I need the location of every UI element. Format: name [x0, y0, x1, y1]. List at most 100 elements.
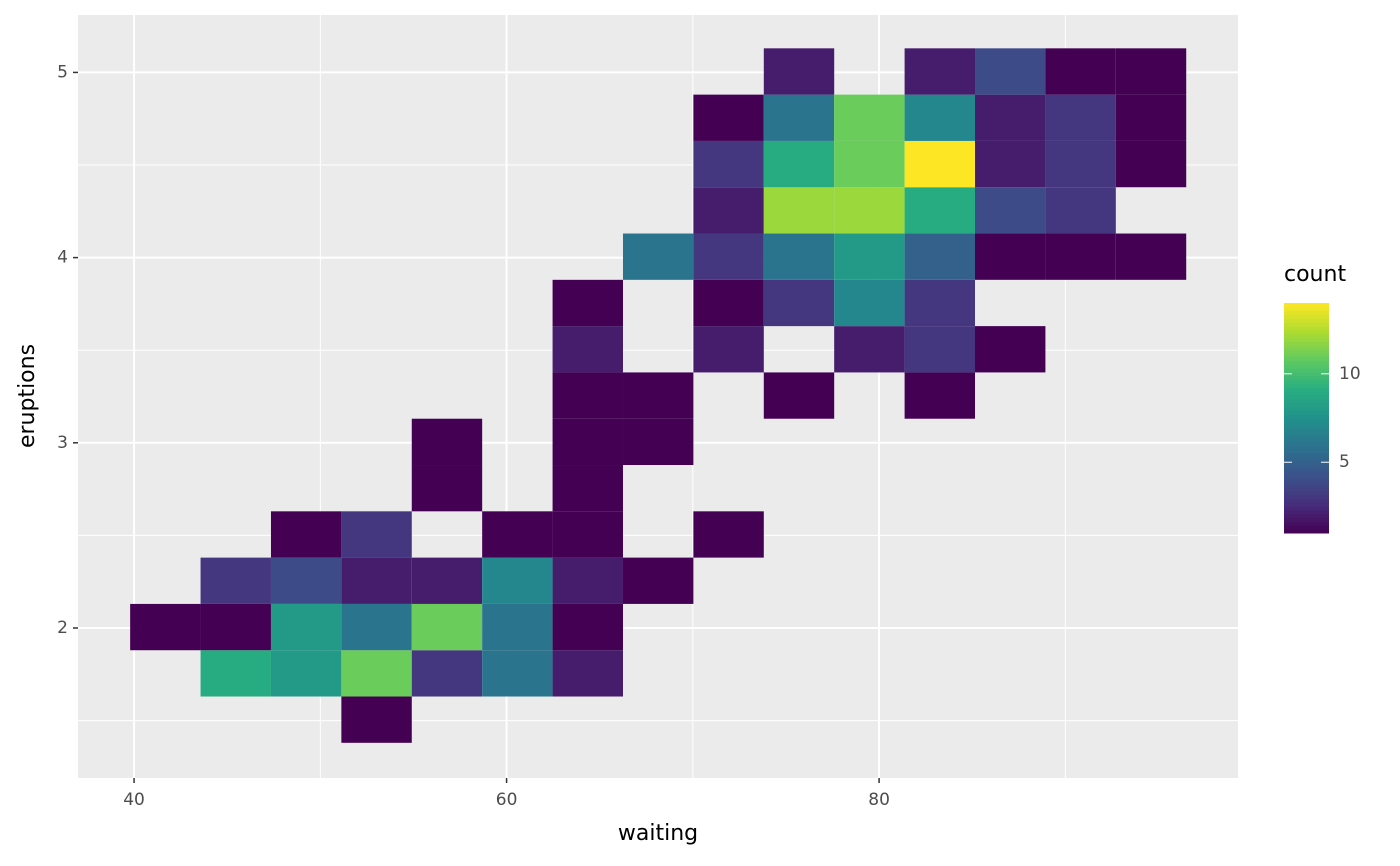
colorbar-segment [1284, 310, 1329, 315]
colorbar-segment [1284, 425, 1329, 430]
colorbar-segment [1284, 341, 1329, 346]
tile [834, 187, 905, 234]
tile [693, 140, 764, 188]
tile [341, 603, 412, 651]
tile [552, 650, 623, 697]
colorbar-segment [1284, 352, 1329, 358]
tile [975, 233, 1046, 280]
colorbar-segment [1284, 490, 1329, 496]
tile [1115, 94, 1187, 141]
tile [975, 326, 1046, 373]
colorbar-segment [1284, 356, 1329, 361]
colorbar-segment [1284, 513, 1329, 519]
tile [904, 326, 976, 373]
tile [200, 650, 271, 697]
tile [693, 94, 764, 141]
tile [834, 140, 905, 188]
x-axis-title: waiting [618, 821, 698, 846]
colorbar-segment [1284, 437, 1329, 442]
colorbar-segment [1284, 410, 1329, 415]
y-axis-title: eruptions [15, 344, 40, 448]
tile [622, 233, 694, 280]
colorbar-segment [1284, 444, 1329, 450]
legend-title: count [1284, 262, 1346, 287]
colorbar-segment [1284, 494, 1329, 499]
tile [904, 233, 976, 280]
tile [834, 279, 905, 327]
colorbar-segment [1284, 360, 1329, 365]
colorbar-segment [1284, 441, 1329, 446]
colorbar-segment [1284, 506, 1329, 511]
colorbar-segment [1284, 326, 1329, 331]
tile [341, 696, 412, 743]
colorbar-segment [1284, 433, 1329, 438]
tile [552, 557, 623, 604]
tile [904, 140, 976, 188]
colorbar-segment [1284, 498, 1329, 503]
colorbar-segment [1284, 475, 1329, 480]
tile [1045, 140, 1116, 188]
tile [1045, 94, 1116, 141]
colorbar-segment [1284, 372, 1329, 377]
tile [552, 465, 623, 512]
colorbar-segment [1284, 368, 1329, 373]
colorbar-segment [1284, 379, 1329, 384]
tile [1045, 48, 1116, 95]
colorbar-segment [1284, 314, 1329, 319]
colorbar-segment [1284, 303, 1329, 308]
tile [341, 557, 412, 604]
colorbar-segment [1284, 464, 1329, 469]
colorbar-tick-label: 10 [1339, 364, 1361, 384]
tile [763, 187, 835, 234]
tile [904, 279, 976, 327]
colorbar-segment [1284, 345, 1329, 350]
tile [975, 187, 1046, 234]
tile [552, 603, 623, 651]
tile [341, 511, 412, 558]
tile [693, 326, 764, 373]
tile [975, 48, 1046, 95]
tile [130, 603, 201, 651]
tile [834, 94, 905, 141]
colorbar-segment [1284, 364, 1329, 369]
tile [270, 511, 342, 558]
colorbar-segment [1284, 517, 1329, 522]
tile [411, 418, 483, 466]
tile [270, 557, 342, 604]
colorbar-segment [1284, 322, 1329, 327]
colorbar-segment [1284, 306, 1329, 312]
y-tick-label: 2 [57, 618, 68, 638]
colorbar-segment [1284, 318, 1329, 323]
tile [763, 140, 835, 188]
tile [1115, 48, 1187, 95]
colorbar-segment [1284, 414, 1329, 419]
tile [1045, 233, 1116, 280]
colorbar-segment [1284, 349, 1329, 354]
colorbar-segment [1284, 460, 1329, 465]
tile [411, 603, 483, 651]
colorbar-segment [1284, 395, 1329, 400]
colorbar-segment [1284, 383, 1329, 388]
colorbar-tick-label: 5 [1339, 452, 1350, 472]
tile [200, 603, 271, 651]
tile [622, 418, 694, 466]
tile [552, 326, 623, 373]
tile [622, 372, 694, 419]
colorbar-segment [1284, 391, 1329, 396]
y-tick-label: 5 [57, 62, 68, 82]
tile [763, 94, 835, 141]
colorbar-segment [1284, 333, 1329, 338]
colorbar-segment [1284, 452, 1329, 457]
tile [904, 94, 976, 141]
x-tick-label: 80 [868, 790, 890, 810]
tile [693, 187, 764, 234]
tile [904, 187, 976, 234]
tile [482, 650, 553, 697]
tile [763, 279, 835, 327]
tile [552, 372, 623, 419]
colorbar-segment [1284, 529, 1329, 534]
tile [411, 557, 483, 604]
tile [975, 140, 1046, 188]
tile [482, 557, 553, 604]
colorbar-segment [1284, 375, 1329, 381]
